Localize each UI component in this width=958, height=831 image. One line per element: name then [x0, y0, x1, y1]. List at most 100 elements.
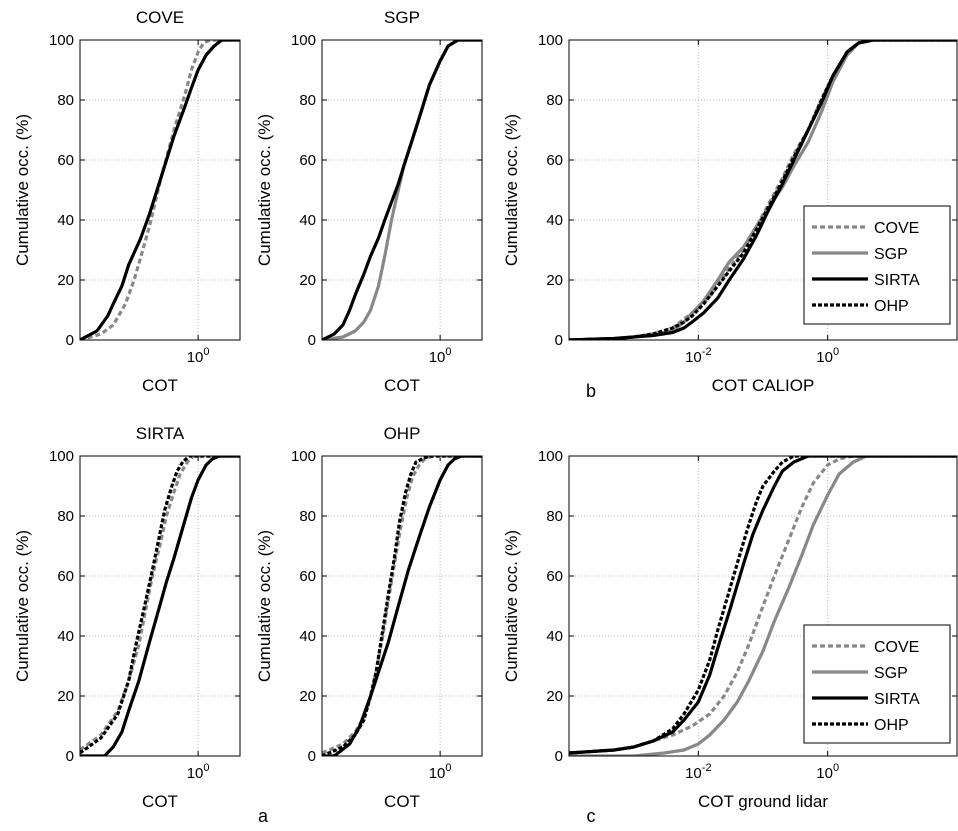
plot-frame: [321, 455, 483, 757]
series-line-ohp: [80, 456, 240, 755]
plot-frame: [79, 39, 241, 341]
series-line-cove: [569, 456, 957, 755]
y-tick-label: 20: [546, 272, 563, 289]
series-group: [80, 456, 240, 756]
y-tick-label: 0: [555, 748, 563, 765]
plot-area: [322, 456, 482, 756]
panel-tag-a: a: [258, 806, 269, 826]
x-tick-label: 100: [429, 762, 452, 782]
y-tick-label: 80: [57, 508, 74, 525]
y-axis-label: Cumulative occ. (%): [13, 530, 32, 682]
y-axis-label: Cumulative occ. (%): [13, 114, 32, 266]
y-tick-label: 60: [57, 152, 74, 169]
y-tick-label: 100: [538, 448, 563, 465]
chart-panel-0: 0 20 40 60 80 100 100 COVE COT Cumulative occ. (%…: [13, 8, 241, 395]
legend-label-sgp: SGP: [874, 665, 908, 682]
x-axis-label: COT ground lidar: [698, 792, 828, 811]
x-tick-label: 10-2: [685, 346, 711, 366]
y-tick-label: 80: [546, 508, 563, 525]
x-tick-label: 100: [816, 762, 839, 782]
series-group: [322, 456, 482, 756]
y-tick-label: 100: [49, 448, 74, 465]
y-axis-label: Cumulative occ. (%): [502, 530, 521, 682]
x-tick-label: 100: [187, 762, 210, 782]
chart-panel-3: 0 20 40 60 80 100 100 OHP COT Cumulative occ. (%): [255, 424, 483, 811]
x-tick-label: 100: [429, 346, 452, 366]
legend: COVE SGP SIRTA OHP: [803, 624, 951, 744]
legend-label-cove: COVE: [874, 220, 919, 237]
y-tick-label: 0: [66, 332, 74, 349]
series-group: [569, 456, 957, 756]
y-tick-label: 100: [291, 32, 316, 49]
plot-frame: [79, 455, 241, 757]
series-line-ohp: [569, 456, 957, 755]
y-tick-label: 20: [57, 272, 74, 289]
panel-tag-c: c: [587, 806, 596, 826]
chart-panel-2: 0 20 40 60 80 100 100 SIRTA COT Cumulative occ. (…: [13, 424, 241, 811]
series-line-sirta: [322, 40, 482, 340]
series-line-ohp: [569, 40, 957, 340]
y-tick-label: 20: [299, 688, 316, 705]
y-tick-label: 100: [49, 32, 74, 49]
y-axis-label: Cumulative occ. (%): [255, 530, 274, 682]
plot-frame: [568, 39, 958, 341]
x-axis-label: COT: [384, 792, 420, 811]
y-tick-label: 20: [57, 688, 74, 705]
chart-title: SIRTA: [136, 424, 185, 443]
y-tick-label: 0: [308, 332, 316, 349]
series-line-sirta: [80, 456, 240, 756]
legend-label-sirta: SIRTA: [874, 691, 920, 708]
series-group: [80, 40, 240, 340]
chart-panel-1: 0 20 40 60 80 100 100 SGP COT Cumulative occ. (%): [255, 8, 483, 395]
x-axis-label: COT: [142, 376, 178, 395]
series-line-sgp: [569, 456, 957, 756]
plot-frame: [568, 455, 958, 757]
x-tick-label: 100: [816, 346, 839, 366]
series-line-sirta: [569, 456, 957, 755]
chart-title: SGP: [384, 8, 420, 27]
plot-area: [322, 40, 482, 340]
x-tick-label: 100: [187, 346, 210, 366]
y-tick-label: 60: [299, 152, 316, 169]
charts-layer: 0 20 40 60 80 100 100 COVE COT Cumulative occ. (%…: [13, 8, 958, 811]
x-axis-label: COT: [142, 792, 178, 811]
x-tick-label: 10-2: [685, 762, 711, 782]
legend-label-sirta: SIRTA: [874, 272, 920, 289]
y-axis-label: Cumulative occ. (%): [255, 114, 274, 266]
chart-title: COVE: [136, 8, 184, 27]
y-tick-label: 40: [57, 628, 74, 645]
x-axis-label: COT CALIOP: [712, 376, 815, 395]
legend-label-ohp: OHP: [874, 298, 909, 315]
y-tick-label: 40: [299, 212, 316, 229]
y-tick-label: 60: [546, 568, 563, 585]
y-tick-label: 0: [66, 748, 74, 765]
chart-title: OHP: [384, 424, 421, 443]
chart-panel-5: 0 20 40 60 80 100 10-2 100 COT ground lidar Cumul…: [502, 448, 958, 811]
plot-frame: [321, 39, 483, 341]
x-axis-label: COT: [384, 376, 420, 395]
y-tick-label: 40: [546, 212, 563, 229]
y-tick-label: 40: [299, 628, 316, 645]
y-tick-label: 0: [308, 748, 316, 765]
y-tick-label: 80: [299, 508, 316, 525]
y-axis-label: Cumulative occ. (%): [502, 114, 521, 266]
y-tick-label: 80: [299, 92, 316, 109]
y-tick-label: 80: [546, 92, 563, 109]
legend: COVE SGP SIRTA OHP: [803, 205, 951, 325]
y-tick-label: 60: [299, 568, 316, 585]
plot-area: [80, 40, 240, 340]
y-tick-label: 80: [57, 92, 74, 109]
series-line-sirta: [80, 40, 240, 340]
panel-tag-b: b: [586, 381, 596, 401]
legend-label-sgp: SGP: [874, 246, 908, 263]
y-tick-label: 40: [546, 628, 563, 645]
y-tick-label: 60: [57, 568, 74, 585]
y-tick-label: 20: [546, 688, 563, 705]
y-tick-label: 100: [291, 448, 316, 465]
y-tick-label: 100: [538, 32, 563, 49]
legend-label-cove: COVE: [874, 639, 919, 656]
y-tick-label: 20: [299, 272, 316, 289]
series-line-sirta: [322, 456, 482, 756]
